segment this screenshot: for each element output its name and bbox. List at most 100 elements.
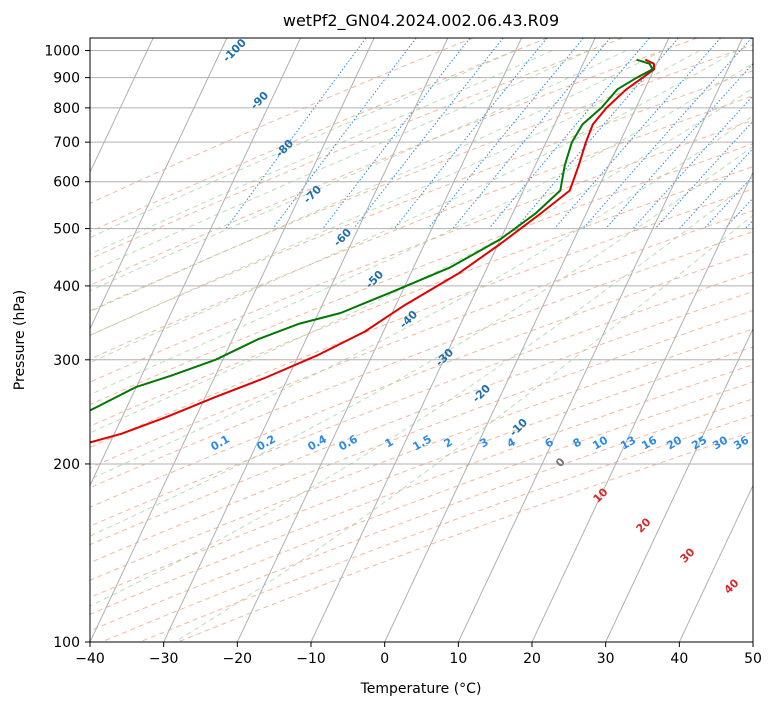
y-tick-label: 100 [53,635,80,651]
dry-adiabat-label: -40 [397,308,420,331]
isotherm [90,38,154,174]
moist-adiabat [90,50,627,292]
moist-adiabat [90,179,753,607]
dry-adiabat-label: -30 [433,346,456,369]
dewpoint-profile-line [90,58,654,412]
dry-adiabat-label: -20 [470,382,493,405]
isotherm [163,38,449,642]
isotherm [90,38,375,642]
mixing-ratio-line [605,62,753,229]
x-tick-label: −20 [223,651,253,667]
y-axis-label: Pressure (hPa) [12,290,28,390]
mixing-ratio-line [582,38,753,229]
isotherm [90,38,301,487]
dry-adiabat [90,364,753,615]
moist-adiabat-label: 30 [678,545,698,565]
dry-adiabat [90,188,753,448]
dry-adiabat [90,251,753,508]
dry-adiabat [90,38,474,204]
chart-title: wetPf2_GN04.2024.002.06.43.R09 [283,11,559,31]
isotherm [457,38,743,642]
moist-adiabat [90,62,753,396]
isotherm [752,640,753,642]
x-tick-label: 40 [670,651,688,667]
y-tick-label: 800 [53,101,80,117]
moist-adiabat [174,214,753,642]
dry-adiabat [90,166,753,427]
y-tick-label: 400 [53,279,80,295]
dry-adiabat [139,414,753,642]
dry-adiabat [90,209,753,469]
mixing-ratio-label: 16 [639,433,659,452]
mixing-ratio-line [225,38,367,229]
dry-adiabat [90,143,753,406]
mixing-ratio-label: 8 [571,435,584,450]
isotherm [90,38,228,331]
mixing-ratio-label: 0.2 [255,432,278,453]
y-tick-label: 500 [53,222,80,238]
y-tick-label: 300 [53,353,80,369]
moist-adiabat [90,50,553,255]
dry-adiabat [90,290,753,546]
mixing-ratio-line [452,38,611,229]
dry-adiabat [90,95,753,360]
dry-adiabat [90,271,753,527]
x-tick-label: −10 [296,651,326,667]
mixing-ratio-line [632,94,753,229]
mixing-ratio-line [488,38,650,229]
mixing-ratio-label: 1.5 [411,432,434,453]
mixing-ratio-label: 36 [731,433,751,452]
mixing-ratio-label: 30 [710,433,730,452]
mixing-ratio-line [427,38,584,229]
y-tick-label: 200 [53,457,80,473]
moist-adiabat [90,50,664,313]
dry-adiabat-label: -80 [273,137,296,160]
mixing-ratio-label: 1 [383,435,396,450]
dry-adiabat [90,346,753,599]
mixing-ratio-line [322,38,471,229]
x-tick-label: −40 [75,651,105,667]
moist-adiabat [90,145,753,537]
plot-frame [89,37,754,643]
isotherm [310,38,596,642]
x-tick-label: 0 [380,651,389,667]
mixing-ratio-line [554,38,721,229]
dry-adiabat [90,309,753,564]
dry-adiabat-label: -60 [331,226,354,249]
x-tick-label: −30 [149,651,179,667]
moist-adiabat-label: 20 [634,515,654,535]
isotherm [531,171,753,642]
dry-adiabat [90,44,753,312]
mixing-ratio-line [353,38,504,229]
moist-adiabat-label: 10 [591,485,611,505]
y-tick-label: 900 [53,71,80,87]
mixing-ratio-line [703,175,753,229]
temperature-profile-line [90,58,656,444]
dry-adiabat [90,231,753,489]
moist-adiabat [90,87,753,434]
mixing-ratio-label: 20 [664,433,684,452]
y-tick-label: 600 [53,175,80,191]
moist-adiabat [90,50,590,273]
moist-adiabat [90,50,737,364]
mixing-ratio-line [654,120,753,229]
y-tick-label: 700 [53,135,80,151]
x-tick-label: 30 [597,651,615,667]
x-tick-label: 20 [523,651,541,667]
isotherm [236,38,522,642]
x-axis-label: Temperature (°C) [360,681,482,697]
mixing-ratio-label: 13 [618,434,638,453]
moist-adiabat [90,115,753,480]
isotherm [678,484,753,642]
mixing-ratio-line [272,38,417,229]
mixing-ratio-label: 2 [442,435,455,450]
mixing-ratio-line [393,38,548,229]
mixing-ratio-label: 3 [478,435,491,450]
x-tick-label: 10 [449,651,467,667]
mixing-ratio-label: 25 [689,434,709,453]
dry-adiabat-label: -90 [248,89,271,112]
mixing-ratio-label: 10 [590,433,610,452]
dry-adiabat [90,70,753,336]
x-tick-label: 50 [744,651,762,667]
